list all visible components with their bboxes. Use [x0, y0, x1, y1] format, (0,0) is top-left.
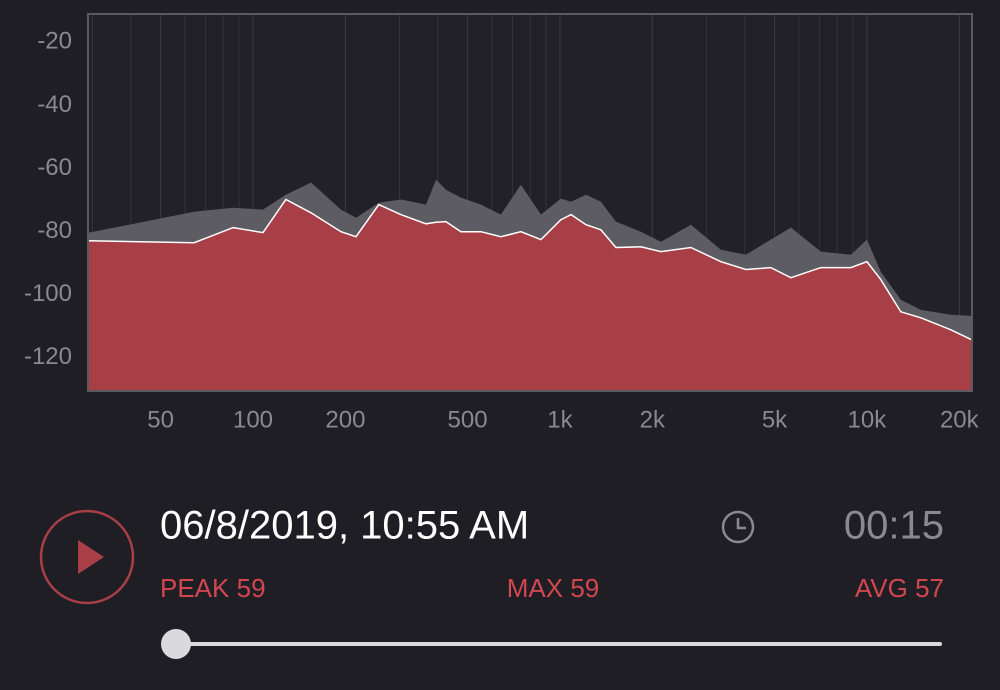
x-tick-label: 500 — [448, 406, 488, 433]
spectrum-area — [88, 199, 972, 391]
stat-label: AVG — [855, 573, 908, 603]
y-tick-label: -40 — [37, 91, 72, 118]
recording-date: 06/8/2019, 10:55 AM — [160, 504, 529, 548]
progress-knob[interactable] — [161, 629, 191, 659]
x-tick-label: 20k — [940, 406, 980, 433]
x-tick-label: 50 — [147, 406, 174, 433]
x-tick-label: 200 — [325, 406, 365, 433]
stat: PEAK 59 — [160, 573, 266, 603]
duration: 00:15 — [844, 504, 944, 548]
x-tick-label: 2k — [640, 406, 666, 433]
plot-border — [87, 13, 973, 392]
stat: AVG 57 — [855, 573, 944, 603]
clock-icon — [721, 510, 755, 544]
y-tick-label: -60 — [37, 154, 72, 181]
x-tick-label: 5k — [762, 406, 788, 433]
stat-label: PEAK — [160, 573, 230, 603]
stat: MAX 59 — [507, 573, 600, 603]
stat-value: 59 — [237, 573, 266, 603]
spectrum-line — [88, 198, 973, 341]
stat-value: 57 — [915, 573, 944, 603]
x-tick-label: 100 — [233, 406, 273, 433]
spectrum-chart: 50 100 200 500 1k 2k 5k 10k 20k -20 -40 -60 -80 -100 -… — [24, 13, 980, 433]
play-circle[interactable] — [39, 509, 135, 605]
x-tick-label: 10k — [848, 406, 888, 433]
play-button[interactable] — [39, 509, 135, 605]
x-tick-label: 1k — [547, 406, 573, 433]
stat-value: 59 — [570, 573, 599, 603]
y-tick-label: -80 — [37, 217, 72, 244]
y-tick-label: -20 — [37, 28, 72, 55]
stat-label: MAX — [507, 573, 563, 603]
y-tick-label: -120 — [24, 343, 72, 370]
play-icon[interactable] — [78, 540, 104, 574]
y-tick-label: -100 — [24, 280, 72, 307]
